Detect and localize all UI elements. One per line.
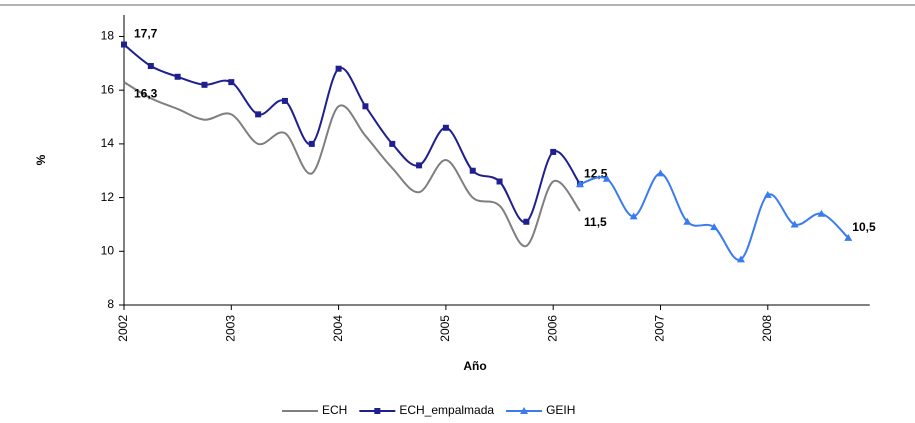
data-label: 17,7 [134, 27, 158, 41]
point [763, 190, 772, 198]
series-line [123, 81, 581, 247]
point [844, 233, 853, 241]
point [602, 174, 611, 182]
point [629, 212, 638, 220]
point [147, 63, 154, 70]
y-tick-label: 18 [101, 29, 115, 43]
y-tick-label: 12 [101, 190, 115, 204]
x-tick-label: 2004 [331, 315, 345, 342]
x-tick-label: 2007 [653, 315, 667, 342]
point [469, 167, 476, 174]
point [255, 111, 262, 118]
point [416, 162, 423, 169]
point [335, 65, 342, 72]
point [389, 140, 396, 147]
legend-marker [374, 408, 381, 414]
point [656, 169, 665, 177]
point [201, 81, 208, 88]
x-tick-label: 2005 [438, 315, 452, 342]
point [496, 178, 503, 185]
data-label: 10,5 [852, 220, 876, 234]
point [362, 103, 369, 110]
point [174, 73, 181, 80]
point [817, 209, 826, 217]
point [228, 79, 235, 86]
point [576, 180, 585, 188]
series-line [123, 43, 581, 223]
y-tick-label: 16 [101, 82, 115, 96]
legend-label: ECH [322, 403, 347, 417]
point [121, 41, 127, 48]
y-axis-label: % [34, 154, 48, 165]
point [736, 255, 745, 263]
y-tick-label: 14 [101, 136, 115, 150]
point [308, 140, 315, 147]
series-line [579, 172, 849, 261]
point [683, 217, 692, 225]
x-tick-label: 2006 [545, 315, 559, 342]
point [442, 124, 449, 131]
point [281, 97, 288, 104]
legend-label: GEIH [546, 403, 575, 417]
data-label: 16,3 [134, 86, 158, 100]
point [710, 223, 719, 231]
legend-label: ECH_empalmada [399, 403, 494, 417]
x-tick-label: 2002 [116, 315, 130, 342]
legend-marker [520, 407, 529, 414]
point [550, 148, 557, 155]
x-tick-label: 2003 [223, 315, 237, 342]
y-tick-label: 10 [101, 243, 115, 257]
point [790, 220, 799, 228]
x-tick-label: 2008 [760, 315, 774, 342]
point [523, 218, 530, 225]
x-axis-label: Año [463, 359, 486, 373]
y-tick-label: 8 [107, 297, 114, 311]
data-label: 11,5 [584, 215, 607, 229]
